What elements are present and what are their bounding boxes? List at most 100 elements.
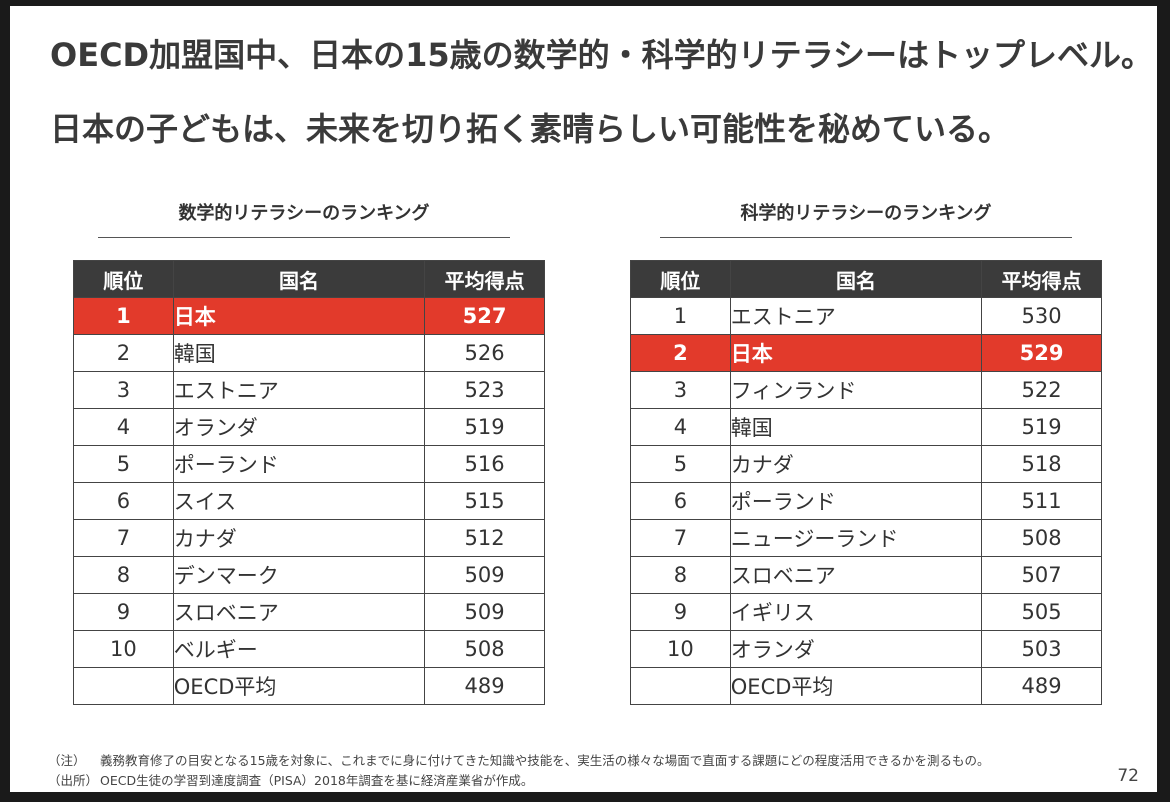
rank-cell: 1 bbox=[73, 297, 174, 335]
table-row: 5 ポーランド 516 bbox=[73, 445, 545, 483]
headline-line-1: OECD加盟国中、日本の15歳の数学的・科学的リテラシーはトップレベル。 bbox=[50, 36, 1154, 74]
country-cell: ベルギー bbox=[172, 630, 426, 668]
country-cell: OECD平均 bbox=[172, 667, 426, 705]
country-cell: イギリス bbox=[729, 593, 983, 631]
rank-cell: 3 bbox=[73, 371, 174, 409]
table-row: OECD平均 489 bbox=[630, 667, 1102, 705]
country-cell: エストニア bbox=[729, 297, 983, 335]
rank-cell: 2 bbox=[630, 334, 731, 372]
country-cell: オランダ bbox=[729, 630, 983, 668]
score-cell: 508 bbox=[981, 519, 1102, 557]
score-cell: 519 bbox=[424, 408, 545, 446]
slide: OECD加盟国中、日本の15歳の数学的・科学的リテラシーはトップレベル。 日本の… bbox=[10, 6, 1157, 792]
table-row: OECD平均 489 bbox=[73, 667, 545, 705]
rank-cell bbox=[630, 667, 731, 705]
table-row: 4 韓国 519 bbox=[630, 408, 1102, 446]
country-cell: デンマーク bbox=[172, 556, 426, 594]
rank-header: 順位 bbox=[73, 260, 174, 298]
score-cell: 503 bbox=[981, 630, 1102, 668]
table-row: 7 ニュージーランド 508 bbox=[630, 519, 1102, 557]
rank-cell: 7 bbox=[630, 519, 731, 557]
country-cell: 韓国 bbox=[172, 334, 426, 372]
score-cell: 526 bbox=[424, 334, 545, 372]
score-header: 平均得点 bbox=[981, 260, 1102, 298]
rank-cell: 2 bbox=[73, 334, 174, 372]
score-cell: 530 bbox=[981, 297, 1102, 335]
score-cell: 515 bbox=[424, 482, 545, 520]
rank-cell: 5 bbox=[73, 445, 174, 483]
math-ranking-table: 順位 国名 平均得点 1 日本 527 2 韓国 526 3 エストニア 523 4 オランダ 519… bbox=[73, 260, 545, 705]
table-row: 1 エストニア 530 bbox=[630, 297, 1102, 335]
table-row: 3 エストニア 523 bbox=[73, 371, 545, 409]
table-row: 3 フィンランド 522 bbox=[630, 371, 1102, 409]
country-cell: スロベニア bbox=[172, 593, 426, 631]
score-cell: 489 bbox=[424, 667, 545, 705]
table-row: 7 カナダ 512 bbox=[73, 519, 545, 557]
score-cell: 509 bbox=[424, 556, 545, 594]
footnote-source-text: OECD生徒の学習到達度調査（PISA）2018年調査を基に経済産業省が作成。 bbox=[100, 773, 534, 788]
country-cell: OECD平均 bbox=[729, 667, 983, 705]
country-cell: スロベニア bbox=[729, 556, 983, 594]
footnote-note-text: 義務教育修了の目安となる15歳を対象に、これまでに身に付けてきた知識や技能を、実… bbox=[100, 753, 990, 768]
rank-cell: 7 bbox=[73, 519, 174, 557]
table-header-row: 順位 国名 平均得点 bbox=[630, 260, 1102, 298]
rank-cell: 10 bbox=[73, 630, 174, 668]
rank-cell: 8 bbox=[630, 556, 731, 594]
footnote-note-label: （注） bbox=[48, 753, 86, 768]
score-cell: 512 bbox=[424, 519, 545, 557]
country-cell: ニュージーランド bbox=[729, 519, 983, 557]
table-row: 5 カナダ 518 bbox=[630, 445, 1102, 483]
table-row: 10 オランダ 503 bbox=[630, 630, 1102, 668]
rank-cell: 1 bbox=[630, 297, 731, 335]
table-row: 6 スイス 515 bbox=[73, 482, 545, 520]
footnote-source: （出所） OECD生徒の学習到達度調査（PISA）2018年調査を基に経済産業省が… bbox=[48, 770, 533, 789]
score-header: 平均得点 bbox=[424, 260, 545, 298]
page-number: 72 bbox=[1117, 766, 1139, 786]
rank-cell: 4 bbox=[630, 408, 731, 446]
score-cell: 527 bbox=[424, 297, 545, 335]
rank-cell: 10 bbox=[630, 630, 731, 668]
table-row: 8 デンマーク 509 bbox=[73, 556, 545, 594]
table-row: 9 イギリス 505 bbox=[630, 593, 1102, 631]
table-row: 9 スロベニア 509 bbox=[73, 593, 545, 631]
rank-cell: 5 bbox=[630, 445, 731, 483]
country-header: 国名 bbox=[172, 260, 426, 298]
table-row: 10 ベルギー 508 bbox=[73, 630, 545, 668]
table-row: 4 オランダ 519 bbox=[73, 408, 545, 446]
table-row: 6 ポーランド 511 bbox=[630, 482, 1102, 520]
table-row: 2 日本 529 bbox=[630, 334, 1102, 372]
score-cell: 489 bbox=[981, 667, 1102, 705]
rank-cell: 4 bbox=[73, 408, 174, 446]
rank-cell: 6 bbox=[73, 482, 174, 520]
footnote-note: （注） 義務教育修了の目安となる15歳を対象に、これまでに身に付けてきた知識や技能… bbox=[48, 750, 990, 769]
science-ranking-title: 科学的リテラシーのランキング bbox=[660, 202, 1072, 238]
score-cell: 511 bbox=[981, 482, 1102, 520]
score-cell: 516 bbox=[424, 445, 545, 483]
country-cell: ポーランド bbox=[729, 482, 983, 520]
score-cell: 529 bbox=[981, 334, 1102, 372]
country-cell: カナダ bbox=[729, 445, 983, 483]
country-cell: スイス bbox=[172, 482, 426, 520]
score-cell: 509 bbox=[424, 593, 545, 631]
rank-cell: 9 bbox=[630, 593, 731, 631]
rank-cell: 9 bbox=[73, 593, 174, 631]
country-cell: ポーランド bbox=[172, 445, 426, 483]
country-cell: カナダ bbox=[172, 519, 426, 557]
country-cell: 日本 bbox=[172, 297, 426, 335]
rank-cell: 8 bbox=[73, 556, 174, 594]
table-row: 1 日本 527 bbox=[73, 297, 545, 335]
table-row: 8 スロベニア 507 bbox=[630, 556, 1102, 594]
country-cell: 韓国 bbox=[729, 408, 983, 446]
table-header-row: 順位 国名 平均得点 bbox=[73, 260, 545, 298]
math-ranking-title: 数学的リテラシーのランキング bbox=[98, 202, 510, 238]
score-cell: 522 bbox=[981, 371, 1102, 409]
country-cell: エストニア bbox=[172, 371, 426, 409]
footnote-source-label: （出所） bbox=[48, 773, 99, 788]
table-row: 2 韓国 526 bbox=[73, 334, 545, 372]
score-cell: 523 bbox=[424, 371, 545, 409]
country-cell: フィンランド bbox=[729, 371, 983, 409]
score-cell: 505 bbox=[981, 593, 1102, 631]
rank-cell: 3 bbox=[630, 371, 731, 409]
rank-cell bbox=[73, 667, 174, 705]
country-cell: 日本 bbox=[729, 334, 983, 372]
